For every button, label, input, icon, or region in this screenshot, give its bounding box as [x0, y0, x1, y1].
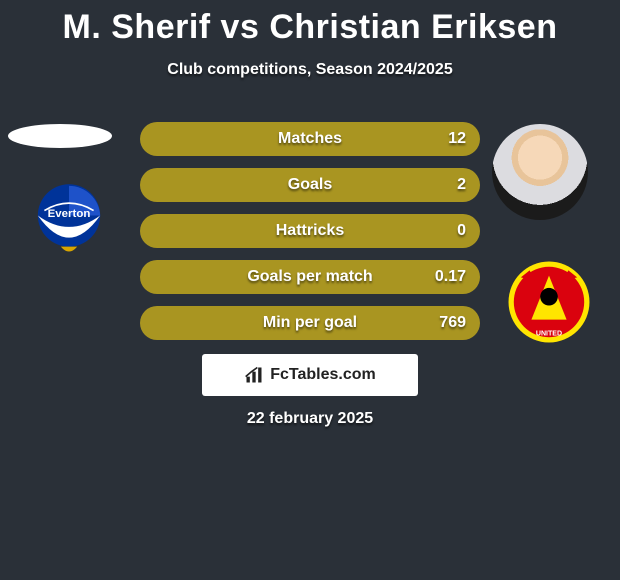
- stat-label: Matches: [140, 130, 480, 148]
- bar-chart-icon: [244, 365, 264, 385]
- stat-row-gpm: Goals per match 0.17: [140, 260, 480, 294]
- page-subtitle: Club competitions, Season 2024/2025: [0, 61, 620, 79]
- brand-badge: FcTables.com: [202, 354, 418, 396]
- stat-value-right: 12: [448, 130, 466, 148]
- stat-label: Min per goal: [140, 314, 480, 332]
- svg-text:Everton: Everton: [48, 208, 91, 220]
- stat-row-goals: Goals 2: [140, 168, 480, 202]
- brand-label: FcTables.com: [270, 366, 376, 384]
- stat-row-matches: Matches 12: [140, 122, 480, 156]
- stat-value-right: 0: [457, 222, 466, 240]
- club-crest-right: UNITED: [500, 258, 598, 346]
- avatar-left: [8, 124, 112, 148]
- stat-row-hattricks: Hattricks 0: [140, 214, 480, 248]
- footer-date: 22 february 2025: [0, 410, 620, 428]
- stat-row-mpg: Min per goal 769: [140, 306, 480, 340]
- stat-label: Goals per match: [140, 268, 480, 286]
- stat-label: Goals: [140, 176, 480, 194]
- avatar-right: [492, 124, 588, 220]
- stat-value-right: 769: [439, 314, 466, 332]
- stat-label: Hattricks: [140, 222, 480, 240]
- club-crest-left: Everton: [20, 180, 118, 264]
- stats-panel: Matches 12 Goals 2 Hattricks 0 Goals per…: [140, 122, 480, 352]
- svg-text:UNITED: UNITED: [536, 330, 562, 337]
- stat-value-right: 0.17: [435, 268, 466, 286]
- stat-value-right: 2: [457, 176, 466, 194]
- page-title: M. Sherif vs Christian Eriksen: [0, 0, 620, 47]
